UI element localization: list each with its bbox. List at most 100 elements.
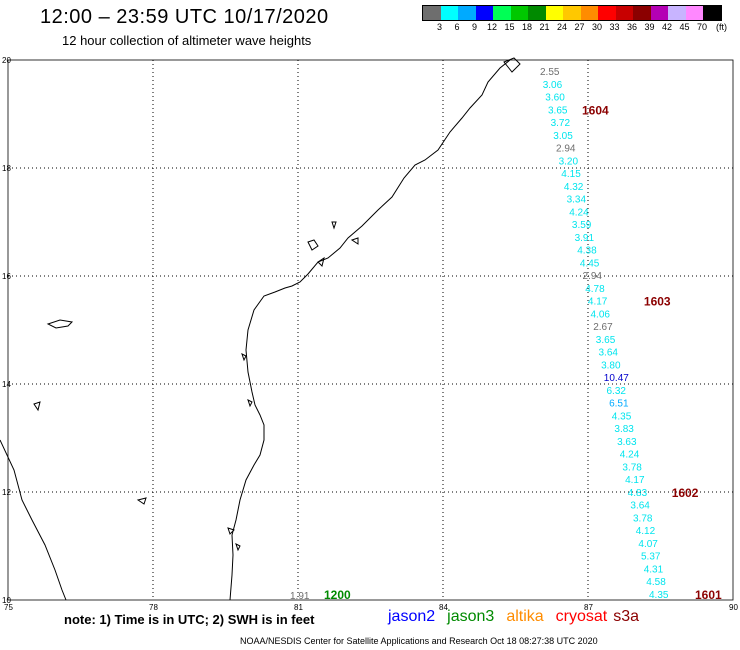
wave-height-value: 3.06 bbox=[543, 80, 563, 91]
wave-height-value: 6.51 bbox=[609, 399, 629, 410]
wave-height-value: 2.94 bbox=[583, 271, 603, 282]
wave-height-value: 3.78 bbox=[622, 462, 642, 473]
longitude-labels: 75 78 81 84 87 90 bbox=[4, 603, 738, 612]
wave-height-value: 4.83 bbox=[628, 488, 648, 499]
wave-height-value: 4.24 bbox=[569, 207, 589, 218]
legend-label: 21 bbox=[539, 22, 550, 32]
island-delta bbox=[503, 57, 521, 73]
satellite-legend-item: s3a bbox=[613, 608, 640, 625]
legend-label: 9 bbox=[471, 22, 478, 32]
wave-height-value: 3.65 bbox=[548, 105, 568, 116]
lon-label: 78 bbox=[149, 603, 158, 612]
wave-height-value: 3.34 bbox=[567, 195, 587, 206]
wave-height-value: 6.32 bbox=[607, 386, 627, 397]
legend-swatch bbox=[423, 6, 441, 20]
wave-height-values: 2.553.063.603.653.723.052.943.204.154.32… bbox=[540, 67, 669, 601]
legend-swatch bbox=[703, 6, 721, 20]
satellite-legend: jason2 jason3 altika cryosat s3a bbox=[388, 608, 651, 626]
island-lakshadweep bbox=[46, 319, 74, 329]
legend-swatch bbox=[650, 6, 668, 20]
wave-height-value: 4.35 bbox=[649, 590, 669, 601]
island-small-6 bbox=[241, 353, 247, 362]
coastline-sri-lanka-west bbox=[0, 439, 67, 601]
wave-height-value: 4.78 bbox=[585, 284, 605, 295]
legend-swatch bbox=[685, 6, 703, 20]
wave-height-value: 3.60 bbox=[545, 93, 565, 104]
island-small-1 bbox=[307, 239, 319, 251]
lat-label: 10 bbox=[2, 596, 11, 605]
wave-height-value: 3.65 bbox=[596, 335, 616, 346]
legend-label: 15 bbox=[504, 22, 515, 32]
island-small-2 bbox=[350, 237, 359, 245]
legend-swatch bbox=[510, 6, 528, 20]
map-frame bbox=[7, 59, 734, 601]
wave-height-value: 3.63 bbox=[617, 437, 637, 448]
track-time-label: 1604 bbox=[582, 103, 609, 117]
legend-swatch bbox=[563, 6, 581, 20]
note-text: note: 1) Time is in UTC; 2) SWH is in fe… bbox=[64, 612, 315, 627]
legend-swatch bbox=[633, 6, 651, 20]
legend-swatch bbox=[458, 6, 476, 20]
wave-height-value: 4.12 bbox=[636, 526, 656, 537]
wave-height-value: 4.17 bbox=[625, 475, 645, 486]
legend-label: 70 bbox=[696, 22, 708, 32]
legend-swatch bbox=[528, 6, 546, 20]
coastline-east-india bbox=[229, 59, 511, 601]
jason3-time: 1200 bbox=[324, 588, 351, 602]
coastline bbox=[0, 57, 521, 601]
legend-swatch bbox=[598, 6, 616, 20]
wave-height-value: 5.37 bbox=[641, 552, 661, 563]
island-small-9 bbox=[235, 543, 241, 552]
wave-height-value: 3.80 bbox=[601, 360, 621, 371]
wave-height-value: 3.91 bbox=[575, 233, 595, 244]
island-small-5 bbox=[136, 497, 147, 505]
legend-swatch bbox=[580, 6, 598, 20]
wave-height-value: 4.17 bbox=[588, 297, 608, 308]
wave-height-value: 3.05 bbox=[553, 131, 573, 142]
wave-height-value: 4.32 bbox=[564, 182, 584, 193]
legend-label: 12 bbox=[486, 22, 498, 32]
jason3-value: 1.91 bbox=[290, 591, 310, 602]
color-scale-legend bbox=[422, 5, 722, 21]
track-time-label: 1603 bbox=[644, 295, 671, 309]
wave-height-value: 2.67 bbox=[593, 322, 613, 333]
lat-label: 16 bbox=[2, 272, 11, 281]
wave-height-value: 2.94 bbox=[556, 144, 576, 155]
wave-height-value: 2.55 bbox=[540, 67, 560, 78]
lon-label: 75 bbox=[4, 603, 13, 612]
lon-label: 81 bbox=[294, 603, 303, 612]
lon-label: 87 bbox=[584, 603, 593, 612]
wave-height-value: 4.38 bbox=[577, 246, 597, 257]
wave-height-value: 4.58 bbox=[646, 577, 666, 588]
island-small-8 bbox=[227, 527, 235, 535]
wave-height-value: 3.72 bbox=[551, 118, 571, 129]
latitude-labels: 20 18 16 14 12 10 bbox=[2, 56, 11, 605]
wave-height-value: 4.24 bbox=[620, 450, 640, 461]
wave-height-value: 4.35 bbox=[612, 411, 632, 422]
legend-label: 36 bbox=[626, 22, 638, 32]
wave-height-value: 4.15 bbox=[561, 169, 581, 180]
satellite-legend-item: cryosat bbox=[555, 608, 608, 625]
legend-label: 27 bbox=[574, 22, 585, 32]
wave-height-value: 3.20 bbox=[559, 156, 579, 167]
wave-height-value: 3.64 bbox=[599, 348, 619, 359]
wave-height-value: 4.06 bbox=[591, 309, 611, 320]
legend-label: 42 bbox=[661, 22, 673, 32]
wave-height-value: 10.47 bbox=[604, 373, 629, 384]
legend-label: 24 bbox=[556, 22, 568, 32]
lat-lon-grid bbox=[7, 59, 734, 601]
lon-label: 90 bbox=[729, 603, 738, 612]
lat-label: 20 bbox=[2, 56, 11, 65]
satellite-legend-item: jason2 bbox=[388, 608, 436, 625]
legend-swatch bbox=[493, 6, 511, 20]
island-small-3 bbox=[317, 256, 325, 267]
island-small-4 bbox=[33, 401, 41, 412]
map-title: 12:00 – 23:59 UTC 10/17/2020 bbox=[40, 6, 329, 28]
legend-label: 6 bbox=[454, 22, 460, 32]
legend-label: 18 bbox=[521, 22, 533, 32]
legend-swatch bbox=[615, 6, 633, 20]
wave-height-value: 4.31 bbox=[644, 565, 664, 576]
track-time-label: 1601 bbox=[695, 588, 722, 602]
satellite-legend-item: altika bbox=[506, 608, 544, 625]
